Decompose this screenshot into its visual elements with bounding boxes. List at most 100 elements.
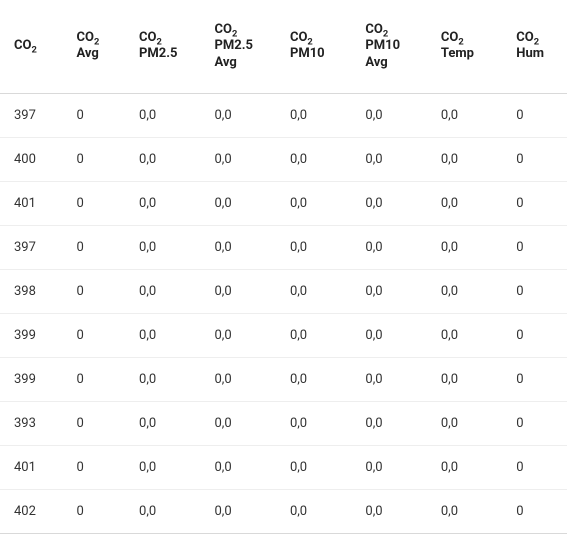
cell-co2_pm10_avg: 0,0	[351, 225, 426, 269]
cell-co2_pm25_avg: 0,0	[200, 225, 275, 269]
cell-co2_avg: 0	[63, 489, 126, 533]
cell-co2_hum: 0	[502, 401, 567, 445]
cell-co2_hum: 0	[502, 489, 567, 533]
table-row: 39800,00,00,00,00,00	[0, 269, 567, 313]
table-row: 40000,00,00,00,00,00	[0, 137, 567, 181]
cell-co2: 398	[0, 269, 63, 313]
col-header-co2-temp[interactable]: CO2 Temp	[427, 0, 502, 93]
cell-co2_temp: 0,0	[427, 401, 502, 445]
cell-co2_avg: 0	[63, 137, 126, 181]
cell-co2_pm25_avg: 0,0	[200, 313, 275, 357]
table-header: CO2 CO2 Avg CO2 PM2.5 CO2 PM2.5 Avg CO2 …	[0, 0, 567, 93]
cell-co2_pm10: 0,0	[276, 401, 351, 445]
cell-co2: 397	[0, 93, 63, 137]
cell-co2_hum: 0	[502, 93, 567, 137]
cell-co2_temp: 0,0	[427, 313, 502, 357]
cell-co2: 400	[0, 137, 63, 181]
cell-co2_pm25: 0,0	[125, 181, 200, 225]
cell-co2: 397	[0, 225, 63, 269]
cell-co2_pm10: 0,0	[276, 313, 351, 357]
table-row: 39900,00,00,00,00,00	[0, 357, 567, 401]
cell-co2_temp: 0,0	[427, 137, 502, 181]
cell-co2_temp: 0,0	[427, 225, 502, 269]
col-header-co2-pm25[interactable]: CO2 PM2.5	[125, 0, 200, 93]
cell-co2_avg: 0	[63, 225, 126, 269]
cell-co2_pm25: 0,0	[125, 225, 200, 269]
cell-co2_temp: 0,0	[427, 93, 502, 137]
cell-co2_hum: 0	[502, 357, 567, 401]
cell-co2_pm10: 0,0	[276, 181, 351, 225]
cell-co2_pm10_avg: 0,0	[351, 181, 426, 225]
cell-co2_pm10: 0,0	[276, 445, 351, 489]
cell-co2_pm25_avg: 0,0	[200, 489, 275, 533]
table-row: 39300,00,00,00,00,00	[0, 401, 567, 445]
cell-co2_temp: 0,0	[427, 445, 502, 489]
cell-co2_avg: 0	[63, 181, 126, 225]
cell-co2_pm25: 0,0	[125, 445, 200, 489]
col-header-co2[interactable]: CO2	[0, 0, 63, 93]
cell-co2: 393	[0, 401, 63, 445]
cell-co2_pm25_avg: 0,0	[200, 137, 275, 181]
cell-co2_pm25: 0,0	[125, 357, 200, 401]
cell-co2: 402	[0, 489, 63, 533]
col-header-co2-pm25-avg[interactable]: CO2 PM2.5 Avg	[200, 0, 275, 93]
table-row: 40200,00,00,00,00,00	[0, 489, 567, 533]
cell-co2_hum: 0	[502, 181, 567, 225]
sensor-data-table: CO2 CO2 Avg CO2 PM2.5 CO2 PM2.5 Avg CO2 …	[0, 0, 567, 534]
table-body: 39700,00,00,00,00,0040000,00,00,00,00,00…	[0, 93, 567, 533]
cell-co2_pm10: 0,0	[276, 269, 351, 313]
cell-co2_avg: 0	[63, 93, 126, 137]
cell-co2: 399	[0, 357, 63, 401]
cell-co2_pm10_avg: 0,0	[351, 313, 426, 357]
cell-co2_pm10: 0,0	[276, 357, 351, 401]
cell-co2_hum: 0	[502, 445, 567, 489]
table-row: 39700,00,00,00,00,00	[0, 93, 567, 137]
cell-co2_pm10_avg: 0,0	[351, 489, 426, 533]
table-row: 40100,00,00,00,00,00	[0, 445, 567, 489]
cell-co2: 401	[0, 445, 63, 489]
col-header-co2-hum[interactable]: CO2 Hum	[502, 0, 567, 93]
cell-co2_pm25: 0,0	[125, 489, 200, 533]
cell-co2_pm10: 0,0	[276, 489, 351, 533]
cell-co2_pm25: 0,0	[125, 93, 200, 137]
cell-co2_hum: 0	[502, 137, 567, 181]
cell-co2_pm10_avg: 0,0	[351, 269, 426, 313]
cell-co2_pm25: 0,0	[125, 137, 200, 181]
cell-co2: 399	[0, 313, 63, 357]
cell-co2_pm10_avg: 0,0	[351, 137, 426, 181]
table-row: 40100,00,00,00,00,00	[0, 181, 567, 225]
col-header-co2-avg[interactable]: CO2 Avg	[63, 0, 126, 93]
cell-co2_avg: 0	[63, 269, 126, 313]
cell-co2_pm25: 0,0	[125, 313, 200, 357]
cell-co2_avg: 0	[63, 445, 126, 489]
cell-co2_pm10_avg: 0,0	[351, 93, 426, 137]
table-row: 39700,00,00,00,00,00	[0, 225, 567, 269]
cell-co2_pm10_avg: 0,0	[351, 357, 426, 401]
cell-co2_pm10: 0,0	[276, 93, 351, 137]
col-header-co2-pm10-avg[interactable]: CO2 PM10 Avg	[351, 0, 426, 93]
cell-co2_pm25_avg: 0,0	[200, 181, 275, 225]
sensor-data-table-wrap: CO2 CO2 Avg CO2 PM2.5 CO2 PM2.5 Avg CO2 …	[0, 0, 567, 534]
cell-co2_avg: 0	[63, 401, 126, 445]
cell-co2_pm25_avg: 0,0	[200, 401, 275, 445]
cell-co2_hum: 0	[502, 269, 567, 313]
cell-co2_hum: 0	[502, 225, 567, 269]
cell-co2_pm25_avg: 0,0	[200, 269, 275, 313]
cell-co2_pm10_avg: 0,0	[351, 401, 426, 445]
col-header-co2-pm10[interactable]: CO2 PM10	[276, 0, 351, 93]
cell-co2_temp: 0,0	[427, 357, 502, 401]
cell-co2_avg: 0	[63, 357, 126, 401]
cell-co2_pm25_avg: 0,0	[200, 357, 275, 401]
cell-co2: 401	[0, 181, 63, 225]
cell-co2_hum: 0	[502, 313, 567, 357]
cell-co2_pm25_avg: 0,0	[200, 93, 275, 137]
cell-co2_pm25: 0,0	[125, 401, 200, 445]
cell-co2_avg: 0	[63, 313, 126, 357]
table-row: 39900,00,00,00,00,00	[0, 313, 567, 357]
cell-co2_pm10: 0,0	[276, 225, 351, 269]
cell-co2_temp: 0,0	[427, 269, 502, 313]
cell-co2_pm25: 0,0	[125, 269, 200, 313]
cell-co2_pm10_avg: 0,0	[351, 445, 426, 489]
cell-co2_temp: 0,0	[427, 489, 502, 533]
cell-co2_pm10: 0,0	[276, 137, 351, 181]
